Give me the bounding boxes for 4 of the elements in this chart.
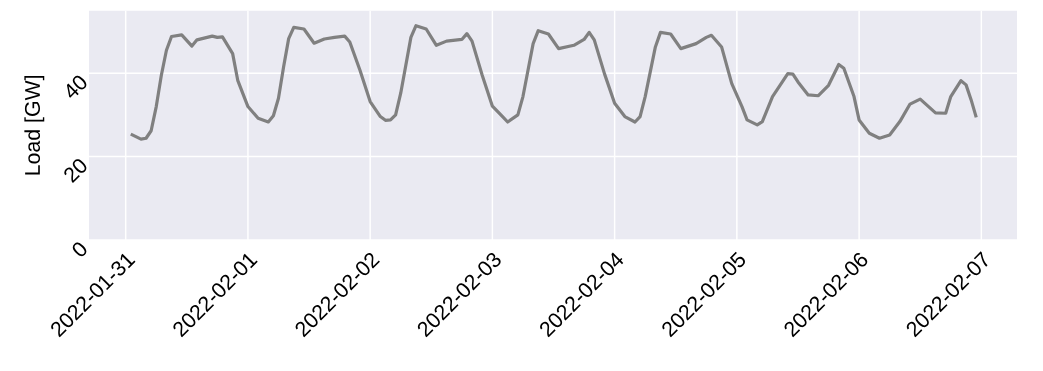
y-tick-label: 40 bbox=[66, 75, 87, 98]
y-tick-label: 0 bbox=[72, 242, 87, 257]
y-axis-title: Load [GW] bbox=[24, 75, 45, 175]
y-tick-label: 20 bbox=[64, 159, 87, 184]
